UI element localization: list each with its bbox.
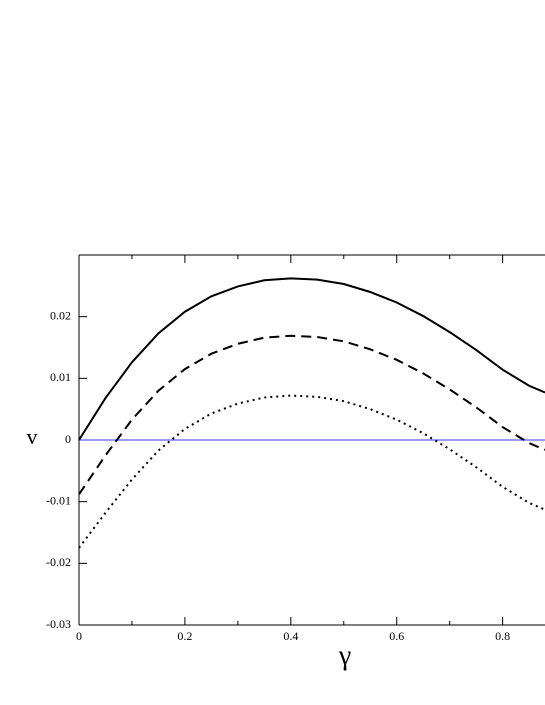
x-axis-label: γ xyxy=(338,640,351,671)
line-series xyxy=(78,277,545,441)
x-tick-label: 0.6 xyxy=(389,629,404,643)
x-tick-label: 0.8 xyxy=(495,629,510,643)
x-tick-label: 0.4 xyxy=(283,629,298,643)
y-tick-label: -0.02 xyxy=(46,555,71,569)
y-axis-label: v xyxy=(27,424,38,449)
x-tick-label: 0 xyxy=(76,629,82,643)
y-tick-label: -0.03 xyxy=(46,617,71,631)
y-tick-label: 0.01 xyxy=(50,370,71,384)
y-tick-label: 0.02 xyxy=(50,308,71,322)
y-tick-label: -0.01 xyxy=(46,493,71,507)
line-series xyxy=(78,334,545,495)
line-series xyxy=(78,394,545,549)
y-tick-label: 0 xyxy=(65,432,71,446)
x-tick-label: 0.2 xyxy=(177,629,192,643)
